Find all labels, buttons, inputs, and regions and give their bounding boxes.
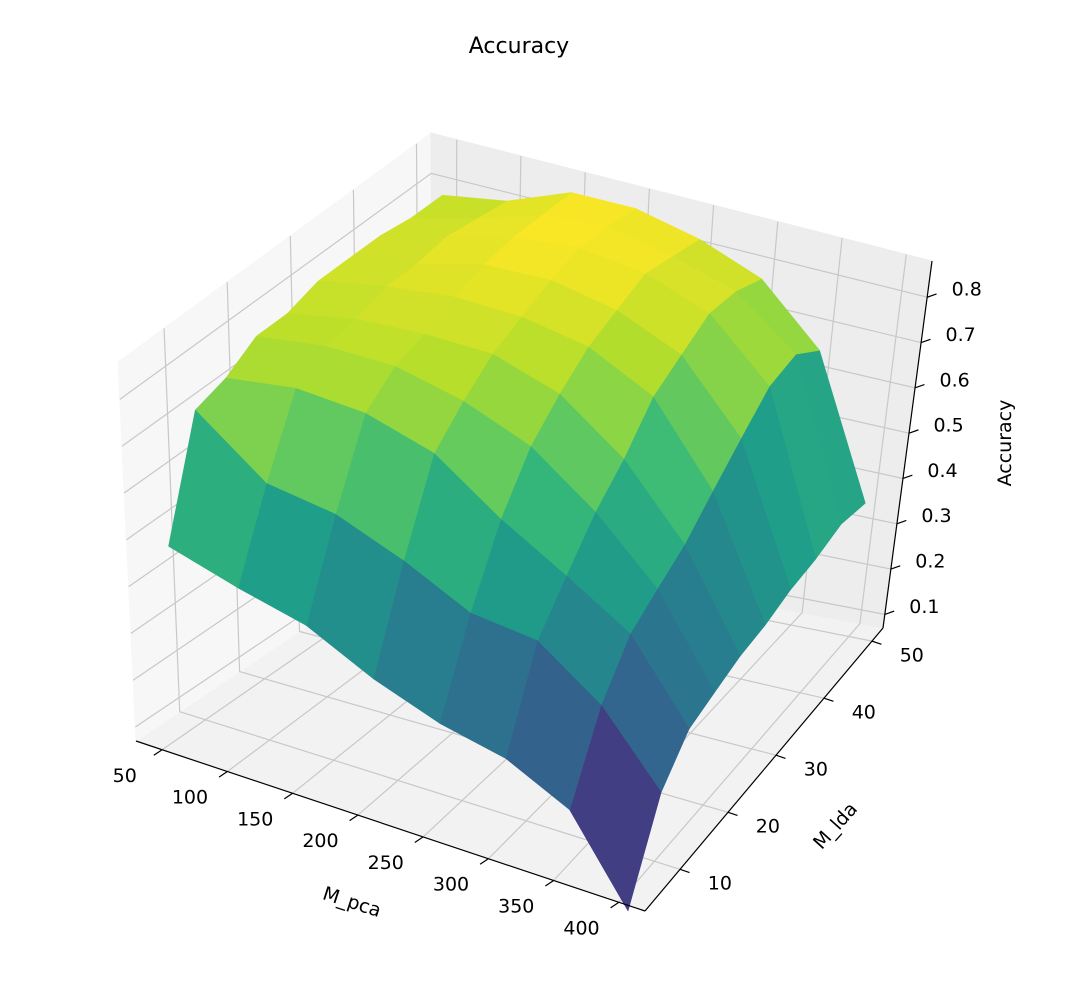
chart-title: Accuracy xyxy=(469,34,569,59)
z-tick-label: 0.2 xyxy=(915,551,945,573)
z-tick-label: 0.7 xyxy=(946,324,976,346)
y-tick-label: 20 xyxy=(756,816,780,838)
z-tick-label: 0.3 xyxy=(921,505,951,527)
z-tick xyxy=(902,474,913,480)
z-tick xyxy=(926,293,937,298)
x-tick-label: 50 xyxy=(113,765,137,787)
y-axis-line xyxy=(644,627,884,912)
z-axis-line xyxy=(882,260,933,629)
y-tick xyxy=(823,697,834,702)
axes: 50 100 150 200 250 300 350 400 10 20 30 40 50 0.1 0.2 0… xyxy=(113,260,982,939)
x-axis-line xyxy=(135,740,646,912)
z-tick xyxy=(908,429,919,434)
x-tick-label: 250 xyxy=(368,852,404,874)
x-grid-line xyxy=(618,254,907,903)
x-tick xyxy=(544,879,554,887)
y-tick-label: 50 xyxy=(900,644,924,666)
z-tick-label: 0.8 xyxy=(952,279,982,301)
y-grid-line xyxy=(163,328,681,870)
z-grid-line xyxy=(119,172,928,400)
y-tick xyxy=(775,754,786,759)
z-axis-label: Accuracy xyxy=(994,400,1016,487)
x-tick-label: 150 xyxy=(237,808,273,830)
x-tick xyxy=(349,814,359,822)
z-tick xyxy=(920,338,931,344)
z-tick-label: 0.5 xyxy=(933,415,963,437)
y-tick xyxy=(727,811,738,817)
surface-patch xyxy=(168,409,267,589)
x-tick-label: 300 xyxy=(433,874,469,896)
y-tick xyxy=(679,868,690,874)
y-tick-label: 10 xyxy=(708,873,732,895)
x-tick xyxy=(414,836,424,843)
x-tick xyxy=(153,749,163,756)
x-tick-label: 350 xyxy=(498,896,534,918)
z-tick xyxy=(890,565,901,570)
x-tick-label: 400 xyxy=(563,917,599,939)
z-tick xyxy=(896,519,907,525)
z-tick xyxy=(884,610,895,615)
y-tick-label: 40 xyxy=(852,701,876,723)
z-tick xyxy=(914,383,925,389)
z-tick-label: 0.4 xyxy=(927,460,957,482)
z-tick-label: 0.1 xyxy=(909,596,939,618)
surface xyxy=(168,192,866,912)
x-tick xyxy=(283,792,293,800)
x-tick xyxy=(610,901,620,909)
x-tick xyxy=(218,771,228,778)
x-tick-label: 200 xyxy=(302,830,338,852)
y-tick-label: 30 xyxy=(804,759,828,781)
y-tick xyxy=(871,640,882,645)
z-tick-label: 0.6 xyxy=(940,369,970,391)
x-tick xyxy=(479,858,489,865)
x-tick-label: 100 xyxy=(172,787,208,809)
